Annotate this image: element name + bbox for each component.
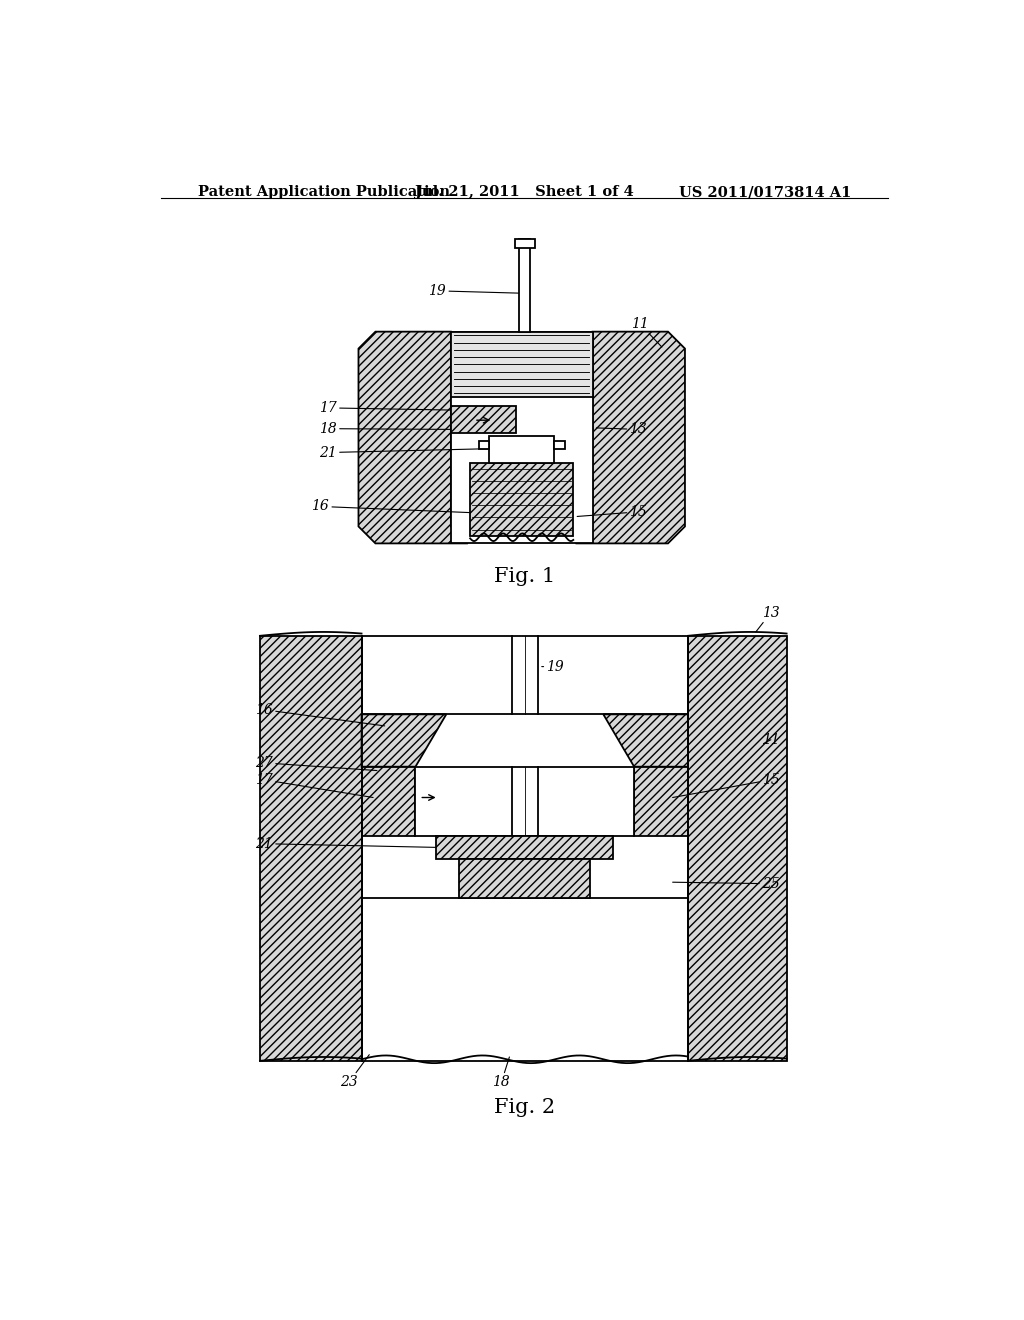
Text: 13: 13 bbox=[756, 606, 779, 632]
Text: 19: 19 bbox=[428, 284, 519, 298]
Bar bbox=[470, 462, 573, 536]
Bar bbox=[436, 836, 613, 859]
Polygon shape bbox=[361, 714, 446, 767]
Bar bbox=[361, 898, 688, 1061]
Bar bbox=[554, 441, 565, 449]
Text: 15: 15 bbox=[673, 772, 779, 797]
Bar bbox=[451, 331, 593, 397]
Bar bbox=[451, 331, 593, 544]
Bar bbox=[478, 441, 489, 449]
Text: 23: 23 bbox=[340, 1055, 370, 1089]
Text: 21: 21 bbox=[255, 837, 444, 850]
Polygon shape bbox=[358, 331, 468, 544]
Bar bbox=[634, 767, 688, 836]
Text: 19: 19 bbox=[542, 660, 564, 673]
Bar bbox=[361, 636, 688, 714]
Bar bbox=[489, 436, 554, 462]
Text: 18: 18 bbox=[493, 1057, 510, 1089]
Text: 16: 16 bbox=[255, 702, 385, 726]
Text: 21: 21 bbox=[319, 446, 489, 459]
Text: 27: 27 bbox=[255, 756, 377, 771]
Text: 15: 15 bbox=[578, 504, 647, 519]
Text: 25: 25 bbox=[673, 876, 779, 891]
Polygon shape bbox=[688, 636, 786, 1061]
Polygon shape bbox=[260, 636, 361, 1061]
Bar bbox=[361, 767, 416, 836]
Polygon shape bbox=[603, 714, 688, 767]
Text: 18: 18 bbox=[319, 421, 459, 436]
Bar bbox=[515, 239, 535, 248]
Text: 17: 17 bbox=[319, 401, 459, 414]
Text: Fig. 2: Fig. 2 bbox=[495, 1098, 555, 1117]
Text: 11: 11 bbox=[631, 317, 662, 347]
Bar bbox=[416, 767, 634, 836]
Bar bbox=[519, 239, 530, 331]
Bar bbox=[460, 859, 590, 898]
Text: US 2011/0173814 A1: US 2011/0173814 A1 bbox=[679, 185, 851, 199]
Text: Fig. 1: Fig. 1 bbox=[495, 566, 555, 586]
Text: Patent Application Publication: Patent Application Publication bbox=[199, 185, 451, 199]
Text: 11: 11 bbox=[762, 733, 779, 747]
Polygon shape bbox=[575, 331, 685, 544]
Text: 17: 17 bbox=[255, 772, 373, 797]
Text: 16: 16 bbox=[311, 499, 470, 513]
Bar bbox=[451, 407, 516, 433]
Text: 13: 13 bbox=[596, 422, 647, 437]
Text: Jul. 21, 2011   Sheet 1 of 4: Jul. 21, 2011 Sheet 1 of 4 bbox=[416, 185, 634, 199]
